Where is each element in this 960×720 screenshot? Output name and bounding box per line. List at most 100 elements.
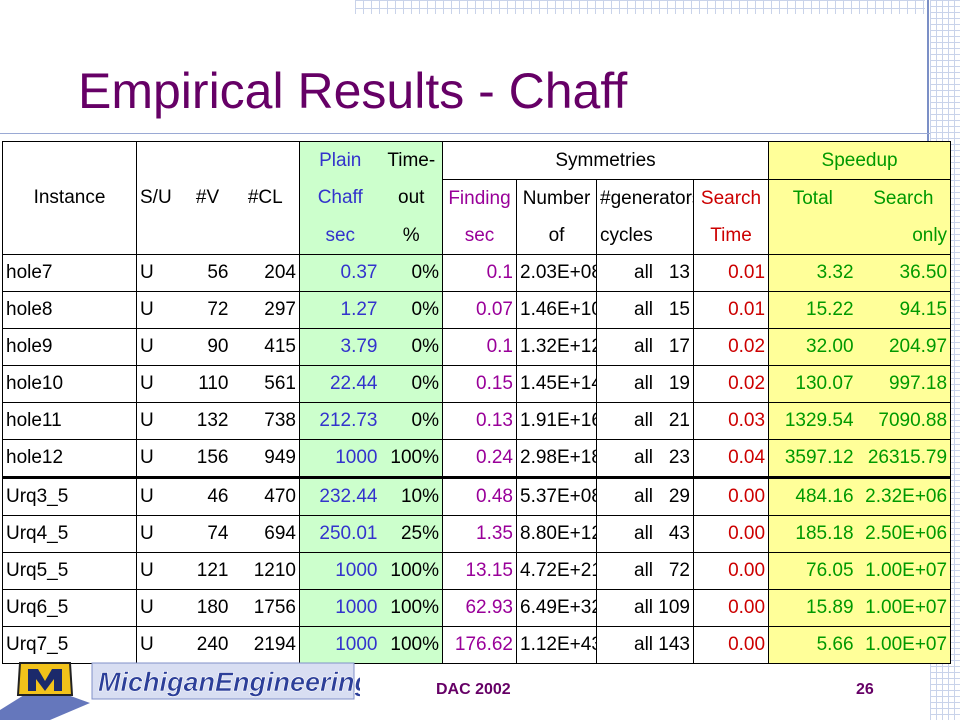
cell-cycles: 72 <box>668 560 690 581</box>
cell-search: 0.04 <box>692 439 770 478</box>
cell-chaff: 0.37 <box>299 254 381 292</box>
cell-all: all <box>634 447 654 468</box>
cell-instance: Urq7_5 <box>2 626 137 664</box>
cell-total: 76.05 <box>768 552 857 590</box>
cell-search-only: 997.18 <box>856 365 952 403</box>
header-su: S/U <box>136 179 184 217</box>
cell-search-only: 7090.88 <box>856 402 952 440</box>
cell-search: 0.00 <box>692 552 770 590</box>
header-cycles: cycles <box>596 217 694 255</box>
table-row: Urq6_5 U 180 1756 1000 100% 62.93 6.49E+32 all 10… <box>2 589 952 627</box>
header-timeout-3: % <box>380 217 443 255</box>
cell-cl: 204 <box>231 254 300 292</box>
cell-all: all <box>634 336 654 357</box>
cell-cl: 1756 <box>231 589 300 627</box>
header-blank <box>231 217 300 255</box>
table-row: Urq4_5 U 74 694 250.01 25% 1.35 8.80E+12 all 43 0.… <box>2 515 952 553</box>
cell-search: 0.00 <box>692 626 770 664</box>
decorative-grid-top <box>355 0 925 14</box>
cell-number: 8.80E+12 <box>516 515 597 553</box>
title-divider-line <box>0 133 930 134</box>
svg-text:MichiganEngineering: MichiganEngineering <box>98 667 360 697</box>
cell-generators: all 21 <box>596 402 694 440</box>
header-blank <box>768 217 857 255</box>
michigan-engineering-logo: MichiganEngineering <box>0 662 360 720</box>
header-blank <box>136 217 184 255</box>
cell-finding: 0.1 <box>442 328 517 366</box>
decorative-vertical-line <box>927 0 929 145</box>
header-generators: #generators <box>596 179 694 217</box>
header-finding-2: sec <box>442 217 517 255</box>
table-row: hole10 U 110 561 22.44 0% 0.15 1.45E+14 all 19 0.0… <box>2 365 952 403</box>
cell-search-only: 2.50E+06 <box>856 515 952 553</box>
cell-search-only: 94.15 <box>856 291 952 329</box>
cell-chaff: 22.44 <box>299 365 381 403</box>
cell-cl: 297 <box>231 291 300 329</box>
cell-timeout: 100% <box>380 439 443 478</box>
cell-chaff: 212.73 <box>299 402 381 440</box>
table-row: hole11 U 132 738 212.73 0% 0.13 1.91E+16 all 21 0.… <box>2 402 952 440</box>
cell-generators: all 17 <box>596 328 694 366</box>
header-search-2: Time <box>692 217 770 255</box>
cell-search: 0.00 <box>692 515 770 553</box>
cell-generators: all 15 <box>596 291 694 329</box>
cell-v: 56 <box>183 254 232 292</box>
cell-search-only: 204.97 <box>856 328 952 366</box>
cell-cl: 470 <box>231 476 300 516</box>
cell-search-only: 1.00E+07 <box>856 626 952 664</box>
cell-number: 5.37E+08 <box>516 476 597 516</box>
table-body: Instance Plain Time- Symmetries Speedup … <box>2 141 952 664</box>
cell-timeout: 100% <box>380 552 443 590</box>
cell-generators: all 43 <box>596 515 694 553</box>
header-instance: Instance <box>2 141 137 255</box>
cell-chaff: 1000 <box>299 439 381 478</box>
header-search-only-1: Search <box>856 179 952 217</box>
cell-generators: all 23 <box>596 439 694 478</box>
cell-finding: 0.15 <box>442 365 517 403</box>
cell-v: 240 <box>183 626 232 664</box>
cell-generators: all 109 <box>596 589 694 627</box>
cell-timeout: 0% <box>380 254 443 292</box>
cell-su: U <box>136 589 184 627</box>
cell-v: 156 <box>183 439 232 478</box>
cell-su: U <box>136 552 184 590</box>
table-row: hole7 U 56 204 0.37 0% 0.1 2.03E+08 all 13 0.01 3.3… <box>2 254 952 292</box>
header-number-2: of <box>516 217 597 255</box>
cell-finding: 0.1 <box>442 254 517 292</box>
header-number-1: Number <box>516 179 597 217</box>
cell-search: 0.01 <box>692 254 770 292</box>
cell-chaff: 3.79 <box>299 328 381 366</box>
cell-cycles: 19 <box>668 373 690 394</box>
header-symmetries: Symmetries <box>441 141 770 180</box>
cell-su: U <box>136 515 184 553</box>
cell-su: U <box>136 365 184 403</box>
page-number: 26 <box>856 681 874 698</box>
cell-search-only: 1.00E+07 <box>856 589 952 627</box>
cell-cycles: 17 <box>668 336 690 357</box>
cell-cycles: 109 <box>658 597 690 618</box>
cell-cl: 738 <box>231 402 300 440</box>
cell-v: 74 <box>183 515 232 553</box>
cell-total: 3597.12 <box>768 439 857 478</box>
cell-cycles: 143 <box>658 634 690 655</box>
cell-finding: 176.62 <box>442 626 517 664</box>
header-row-2: S/U #V #CL Chaff out Finding Number #gen… <box>3 179 952 217</box>
cell-number: 1.46E+10 <box>516 291 597 329</box>
header-blank <box>136 141 184 180</box>
cell-generators: all 19 <box>596 365 694 403</box>
cell-instance: hole10 <box>2 365 137 403</box>
cell-chaff: 1000 <box>299 626 381 664</box>
cell-all: all <box>634 410 654 431</box>
table-row: hole9 U 90 415 3.79 0% 0.1 1.32E+12 all 17 0.02 32.… <box>2 328 952 366</box>
header-row-3: sec % sec of cycles Time only <box>3 217 952 255</box>
cell-cycles: 43 <box>668 523 690 544</box>
cell-total: 15.22 <box>768 291 857 329</box>
cell-finding: 1.35 <box>442 515 517 553</box>
cell-v: 72 <box>183 291 232 329</box>
cell-instance: Urq3_5 <box>2 476 137 516</box>
table-row: Urq7_5 U 240 2194 1000 100% 176.62 1.12E+43 all 1… <box>2 626 952 664</box>
cell-su: U <box>136 254 184 292</box>
cell-all: all <box>634 486 654 507</box>
cell-search-only: 2.32E+06 <box>856 476 952 516</box>
cell-cycles: 13 <box>668 262 690 283</box>
